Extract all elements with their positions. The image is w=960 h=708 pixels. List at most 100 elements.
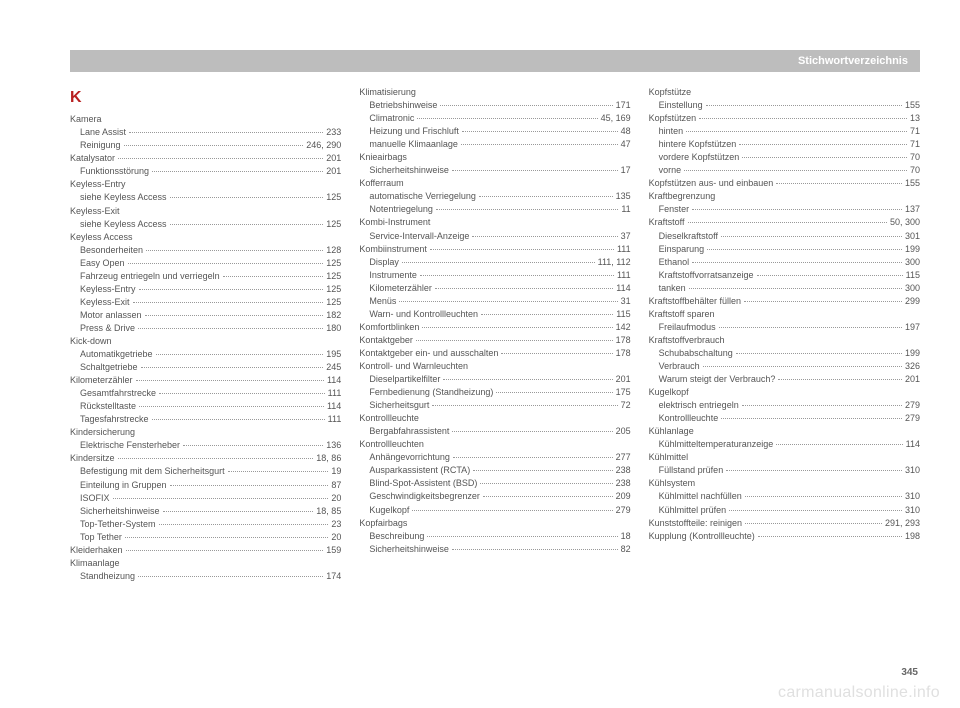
entry-dots bbox=[170, 191, 324, 198]
index-entry: Fahrzeug entriegeln und verriegeln125 bbox=[70, 270, 341, 283]
entry-page: 114 bbox=[327, 400, 341, 413]
index-entry: Elektrische Fensterheber136 bbox=[70, 439, 341, 452]
index-entry: Kontroll- und Warnleuchten bbox=[359, 360, 630, 373]
entry-dots bbox=[416, 334, 613, 341]
entry-label: automatische Verriegelung bbox=[369, 190, 476, 203]
index-entry: Kontaktgeber 178 bbox=[359, 334, 630, 347]
entry-label: hinten bbox=[659, 125, 684, 138]
entry-page: 178 bbox=[616, 334, 631, 347]
entry-label: Notentriegelung bbox=[369, 203, 433, 216]
entry-dots bbox=[452, 543, 618, 550]
entry-dots bbox=[778, 373, 902, 380]
index-entry: Sicherheitshinweise 17 bbox=[359, 164, 630, 177]
index-entry: Katalysator201 bbox=[70, 152, 341, 165]
index-entry: Füllstand prüfen310 bbox=[649, 464, 920, 477]
entry-label: Fernbedienung (Standheizung) bbox=[369, 386, 493, 399]
entry-label: Sicherheitshinweise bbox=[369, 164, 449, 177]
index-entry: Kontrollleuchten bbox=[359, 438, 630, 451]
index-entry: Top Tether20 bbox=[70, 531, 341, 544]
entry-page: 111 bbox=[328, 413, 342, 426]
entry-label: ISOFIX bbox=[80, 492, 110, 505]
entry-page: 20 bbox=[331, 531, 341, 544]
entry-dots bbox=[481, 308, 613, 315]
entry-label: Kontaktgeber bbox=[359, 334, 413, 347]
entry-dots bbox=[118, 152, 323, 159]
entry-label: Kopfstützen aus- und einbauen bbox=[649, 177, 774, 190]
entry-page: 159 bbox=[326, 544, 341, 557]
entry-label: Keyless-Entry bbox=[80, 283, 136, 296]
entry-dots bbox=[462, 125, 618, 132]
index-entry: vordere Kopfstützen70 bbox=[649, 151, 920, 164]
entry-page: 142 bbox=[616, 321, 631, 334]
entry-page: 125 bbox=[326, 283, 341, 296]
index-entry: Keyless-Entry 125 bbox=[70, 283, 341, 296]
index-entry: Schubabschaltung199 bbox=[649, 347, 920, 360]
entry-page: 82 bbox=[621, 543, 631, 556]
index-entry: Komfortblinken142 bbox=[359, 321, 630, 334]
entry-label: Einteilung in Gruppen bbox=[80, 479, 167, 492]
index-entry: Kühlmittel nachfüllen310 bbox=[649, 490, 920, 503]
index-entry: Schaltgetriebe245 bbox=[70, 361, 341, 374]
index-entry: Kindersitze18, 86 bbox=[70, 452, 341, 465]
entry-page: 47 bbox=[621, 138, 631, 151]
entry-page: 37 bbox=[621, 230, 631, 243]
entry-label: Kamera bbox=[70, 113, 102, 126]
index-entry: Kilometerzähler114 bbox=[359, 282, 630, 295]
entry-dots bbox=[726, 464, 902, 471]
entry-dots bbox=[436, 203, 618, 210]
index-entry: Kopfstütze bbox=[649, 86, 920, 99]
index-entry: Kraftbegrenzung bbox=[649, 190, 920, 203]
entry-page: 246, 290 bbox=[306, 139, 341, 152]
index-entry: manuelle Klimaanlage47 bbox=[359, 138, 630, 151]
entry-page: 182 bbox=[326, 309, 341, 322]
entry-page: 279 bbox=[905, 399, 920, 412]
entry-page: 155 bbox=[905, 99, 920, 112]
entry-dots bbox=[440, 99, 612, 106]
entry-dots bbox=[496, 386, 612, 393]
page-number: 345 bbox=[901, 667, 918, 678]
entry-label: Kraftstoff sparen bbox=[649, 308, 715, 321]
index-col-2: KlimatisierungBetriebshinweise171Climatr… bbox=[359, 86, 630, 583]
entry-page: 18 bbox=[621, 530, 631, 543]
index-entry: Keyless-Exit bbox=[70, 205, 341, 218]
entry-dots bbox=[452, 425, 612, 432]
index-entry: Menüs31 bbox=[359, 295, 630, 308]
entry-label: Ethanol bbox=[659, 256, 690, 269]
index-entry: Kühlmittel prüfen310 bbox=[649, 504, 920, 517]
index-entry: Top-Tether-System23 bbox=[70, 518, 341, 531]
index-entry: Klimatisierung bbox=[359, 86, 630, 99]
entry-label: Kraftstoffbehälter füllen bbox=[649, 295, 741, 308]
entry-dots bbox=[501, 347, 612, 354]
index-entry: Freilaufmodus197 bbox=[649, 321, 920, 334]
entry-page: 111 bbox=[617, 269, 631, 282]
entry-label: Dieselkraftstoff bbox=[659, 230, 718, 243]
index-entry: Einstellung155 bbox=[649, 99, 920, 112]
entry-dots bbox=[170, 218, 324, 225]
index-entry: tanken300 bbox=[649, 282, 920, 295]
entry-dots bbox=[133, 296, 324, 303]
entry-page: 50, 300 bbox=[890, 216, 920, 229]
entry-page: 310 bbox=[905, 504, 920, 517]
entry-dots bbox=[472, 230, 617, 237]
index-entry: Motor anlassen182 bbox=[70, 309, 341, 322]
entry-label: Standheizung bbox=[80, 570, 135, 583]
entry-page: 300 bbox=[905, 256, 920, 269]
entry-label: Ausparkassistent (RCTA) bbox=[369, 464, 470, 477]
entry-page: 18, 85 bbox=[316, 505, 341, 518]
index-entry: Kunststoffteile: reinigen291, 293 bbox=[649, 517, 920, 530]
entry-dots bbox=[745, 517, 882, 524]
index-entry: Einsparung199 bbox=[649, 243, 920, 256]
entry-page: 48 bbox=[621, 125, 631, 138]
entry-label: Fenster bbox=[659, 203, 690, 216]
entry-page: 17 bbox=[621, 164, 631, 177]
entry-label: Kühlsystem bbox=[649, 477, 696, 490]
entry-label: Funktionsstörung bbox=[80, 165, 149, 178]
entry-label: Kugelkopf bbox=[369, 504, 409, 517]
entry-dots bbox=[183, 439, 323, 446]
index-entry: Beschreibung18 bbox=[359, 530, 630, 543]
entry-label: Sicherheitshinweise bbox=[80, 505, 160, 518]
entry-label: Sicherheitshinweise bbox=[369, 543, 449, 556]
entry-label: Befestigung mit dem Sicherheitsgurt bbox=[80, 465, 225, 478]
entry-dots bbox=[699, 112, 907, 119]
header-title: Stichwortverzeichnis bbox=[798, 55, 908, 67]
